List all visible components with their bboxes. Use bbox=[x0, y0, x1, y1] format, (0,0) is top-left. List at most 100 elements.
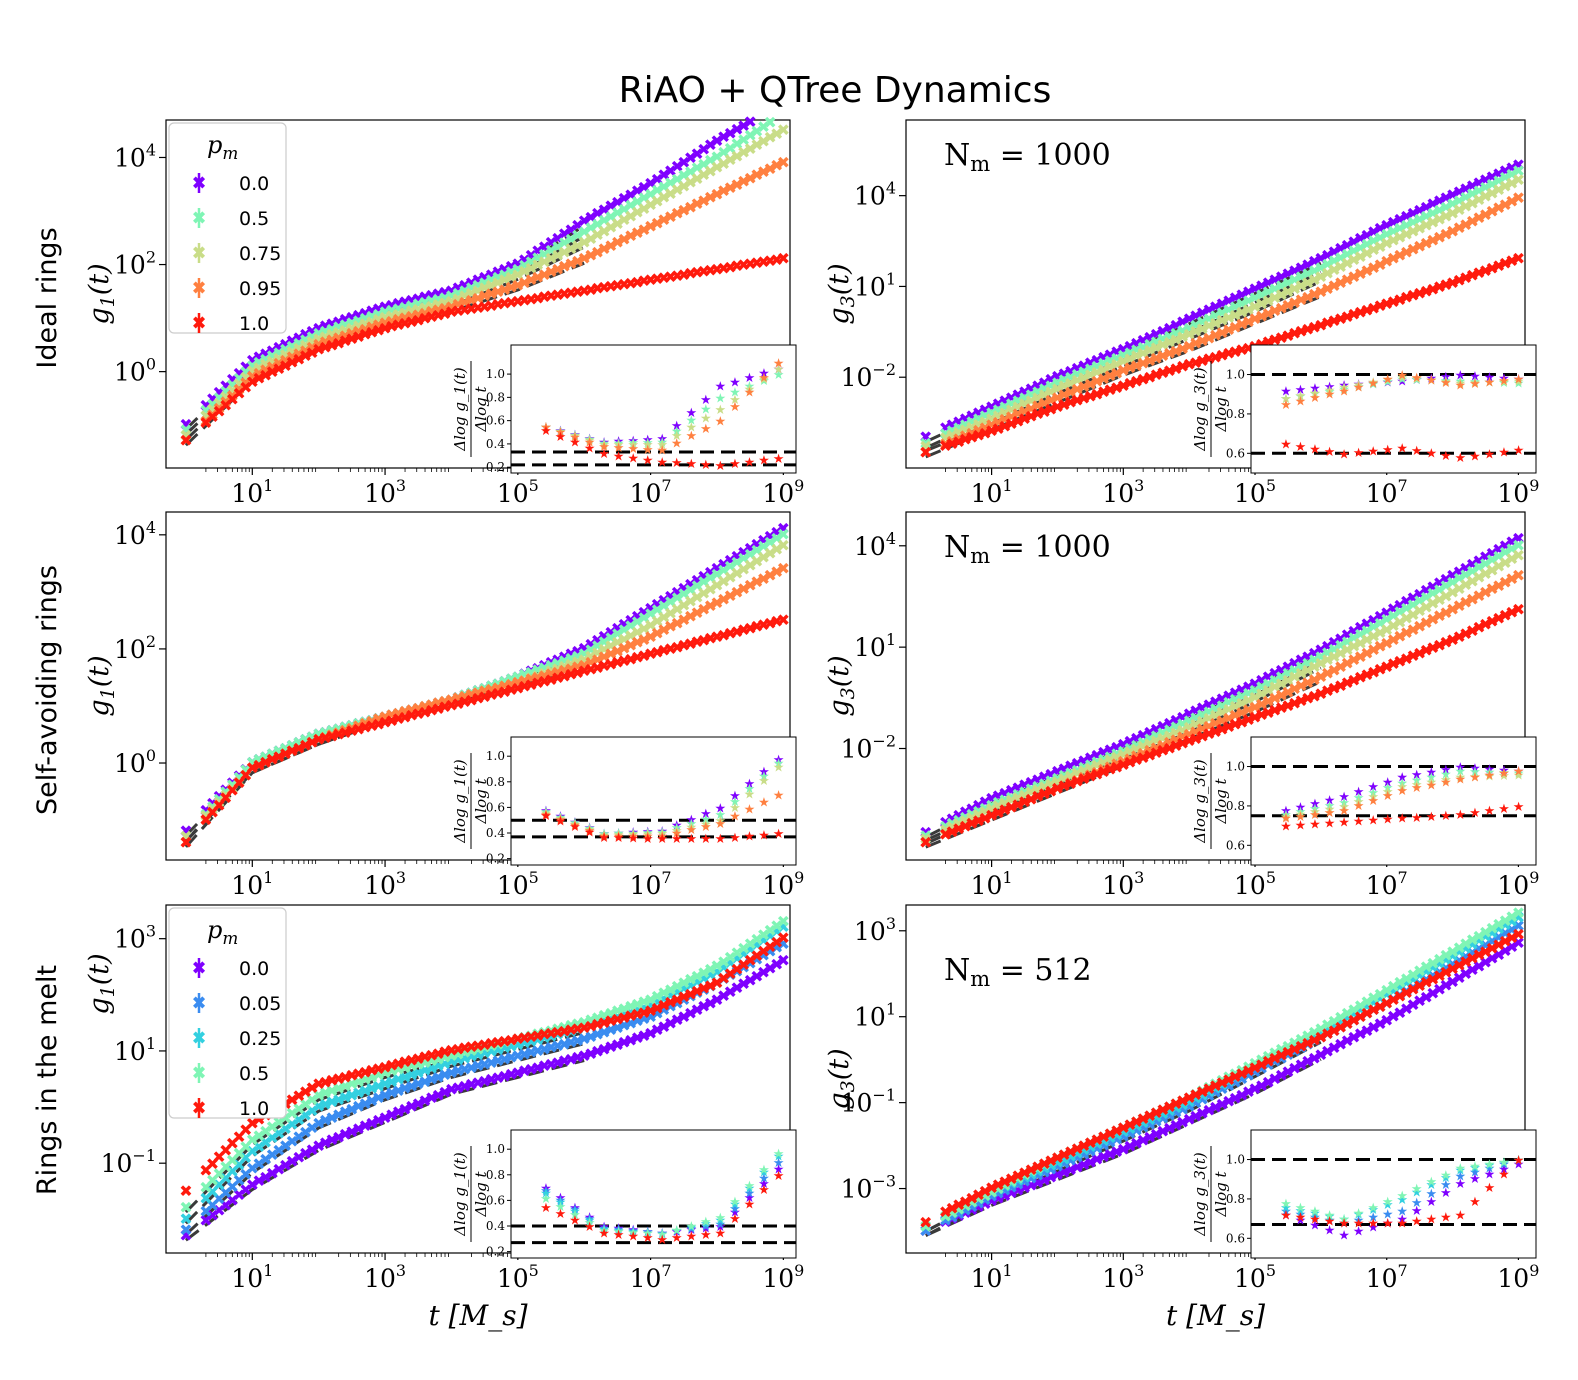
inset-y-label-text: Δlog t bbox=[472, 778, 490, 825]
data-point: ✖ bbox=[345, 308, 358, 327]
inset-data-point: ★ bbox=[555, 815, 567, 830]
inset-data-point: ★ bbox=[1411, 444, 1423, 459]
inset-data-point: ★ bbox=[584, 441, 596, 456]
data-point: ✖ bbox=[378, 297, 391, 316]
y-tick-label: 100 bbox=[114, 355, 156, 387]
x-tick-label: 101 bbox=[971, 1261, 1013, 1293]
inset-data-point: ★ bbox=[1280, 398, 1292, 413]
data-point: ✖ bbox=[491, 268, 504, 287]
inset-data-point: ★ bbox=[598, 1226, 610, 1241]
data-point: ✖ bbox=[179, 1181, 192, 1200]
inset-data-point: ★ bbox=[1367, 1217, 1379, 1232]
y-tick-label: 101 bbox=[114, 1034, 156, 1066]
inset-data-point: ★ bbox=[1309, 442, 1321, 457]
data-point: ✖ bbox=[631, 192, 644, 211]
inset-data-point: ★ bbox=[1469, 1159, 1481, 1174]
inset-y-label-text: Δlog t bbox=[472, 386, 490, 433]
inset-y-label: Δlog g_3(t) Δlog t bbox=[1191, 753, 1230, 849]
inset-data-point: ★ bbox=[1498, 766, 1510, 781]
data-point: ✖ bbox=[372, 305, 385, 324]
inset-y-tick-label: 1.0 bbox=[1226, 368, 1245, 382]
inset-data-point: ★ bbox=[1309, 818, 1321, 833]
panels-group: 101 103 105 107 109100102104g1(t)✖✖✖✖✖✖✖✖✖✖✖… bbox=[84, 113, 1539, 1332]
inset-data-point: ★ bbox=[569, 820, 581, 835]
inset-data-point: ★ bbox=[773, 1147, 785, 1162]
data-point: ✖ bbox=[571, 216, 584, 235]
inset-data-point: ★ bbox=[715, 459, 727, 474]
legend-label: 1.0 bbox=[239, 1098, 269, 1120]
inset-y-label: Δlog g_3(t) Δlog t bbox=[1191, 1146, 1230, 1242]
y-tick-label: 103 bbox=[114, 922, 156, 954]
inset-data-point: ★ bbox=[744, 455, 756, 470]
data-point: ✖ bbox=[179, 431, 192, 450]
inset-y-tick-label: 1.0 bbox=[486, 1142, 505, 1156]
y-tick-label: 104 bbox=[114, 140, 156, 172]
inset-data-point: ★ bbox=[744, 1179, 756, 1194]
inset-data-point: ★ bbox=[1425, 810, 1437, 825]
inset-data-point: ★ bbox=[715, 1211, 727, 1226]
legend-label: 0.75 bbox=[239, 243, 281, 265]
data-point: ✖ bbox=[710, 131, 723, 150]
data-point: ✖ bbox=[365, 302, 378, 321]
data-point: ✖ bbox=[524, 252, 537, 271]
x-tick-label: 107 bbox=[630, 476, 672, 508]
inset-data-point: ★ bbox=[671, 436, 683, 451]
inset-data-point: ★ bbox=[773, 760, 785, 775]
inset-y-tick-label: 0.2 bbox=[486, 852, 505, 866]
x-tick-label: 101 bbox=[971, 868, 1013, 900]
panel-annotation: Nm = 512 bbox=[944, 953, 1092, 991]
data-point: ✖ bbox=[724, 124, 737, 143]
x-tick-label: 105 bbox=[1234, 1261, 1276, 1293]
inset-y-tick-label: 1.0 bbox=[486, 367, 505, 381]
data-point: ✖ bbox=[478, 273, 491, 292]
inset-data-point: ★ bbox=[1396, 784, 1408, 799]
row-label-melt: Rings in the melt bbox=[32, 965, 63, 1195]
y-tick-label: 101 bbox=[854, 269, 896, 301]
data-point: ✖ bbox=[657, 166, 670, 185]
data-point: ✖ bbox=[657, 177, 670, 196]
data-point: ✖ bbox=[285, 332, 298, 351]
data-point: ✖ bbox=[246, 356, 259, 375]
data-point: ✖ bbox=[485, 265, 498, 284]
panel-r1-c0: 101 103 105 107 109100102104g1(t)✖✖✖✖✖✖✖✖✖✖✖… bbox=[84, 511, 804, 900]
inset-data-point: ★ bbox=[1469, 449, 1481, 464]
inset-data-point: ★ bbox=[1513, 1154, 1525, 1169]
data-point: ✖ bbox=[392, 300, 405, 319]
data-point: ✖ bbox=[418, 288, 431, 307]
inset-data-point: ★ bbox=[744, 803, 756, 818]
data-point: ✖ bbox=[299, 331, 312, 350]
data-point: ✖ bbox=[919, 833, 932, 852]
data-point: ✖ bbox=[471, 271, 484, 290]
data-point: ✖ bbox=[266, 347, 279, 366]
data-point: ✖ bbox=[405, 291, 418, 310]
inset-data-point: ★ bbox=[1455, 451, 1467, 466]
data-point: ✖ bbox=[730, 120, 743, 139]
data-point: ✖ bbox=[1512, 249, 1525, 268]
inset-y-tick-label: 0.4 bbox=[486, 1219, 505, 1233]
x-tick-label: 107 bbox=[630, 868, 672, 900]
inset-data-point: ★ bbox=[758, 1183, 770, 1198]
data-point: ✖ bbox=[1512, 189, 1525, 208]
data-point: ✖ bbox=[591, 215, 604, 234]
inset-data-point: ★ bbox=[1440, 1168, 1452, 1183]
inset-data-point: ★ bbox=[729, 400, 741, 415]
data-point: ✖ bbox=[332, 318, 345, 337]
data-point: ✖ bbox=[179, 421, 192, 440]
inset-data-point: ★ bbox=[758, 796, 770, 811]
panel-annotation: Nm = 1000 bbox=[944, 138, 1111, 176]
inset-data-point: ★ bbox=[1382, 1217, 1394, 1232]
inset-data-point: ★ bbox=[744, 386, 756, 401]
inset-y-tick-label: 0.2 bbox=[486, 1245, 505, 1259]
fit-line bbox=[184, 235, 585, 436]
data-point: ✖ bbox=[504, 263, 517, 282]
x-tick-label: 103 bbox=[364, 868, 406, 900]
data-point: ✖ bbox=[724, 139, 737, 158]
inset-data-point: ★ bbox=[715, 817, 727, 832]
data-point: ✖ bbox=[365, 307, 378, 326]
data-point: ✖ bbox=[704, 136, 717, 155]
inset-y-label-text: Δlog t bbox=[472, 1171, 490, 1218]
x-tick-label: 107 bbox=[1366, 868, 1408, 900]
axes-frame bbox=[165, 119, 791, 469]
